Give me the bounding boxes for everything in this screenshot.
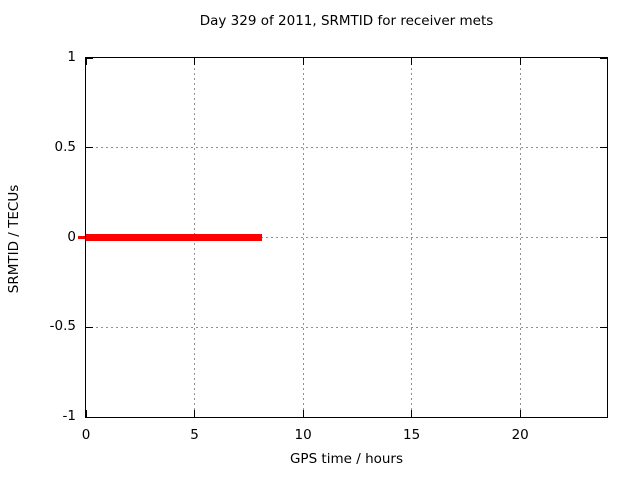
y-tick-right <box>600 57 607 59</box>
gridline-horizontal <box>86 147 607 149</box>
y-tick-label: -0.5 <box>49 318 76 335</box>
series-start-cap <box>78 236 85 239</box>
x-tick-top <box>519 58 521 65</box>
x-tick-bottom <box>85 410 87 417</box>
gridline-horizontal <box>86 237 607 238</box>
y-tick-label: 0 <box>67 228 76 245</box>
x-tick-top <box>85 58 87 65</box>
x-tick-bottom <box>411 410 413 417</box>
y-tick-right <box>600 237 607 238</box>
chart-title: Day 329 of 2011, SRMTID for receiver met… <box>199 13 494 29</box>
x-tick-label: 15 <box>403 427 421 443</box>
y-tick-left <box>86 147 93 149</box>
y-tick-left <box>86 416 93 418</box>
x-tick-label: 5 <box>190 427 199 443</box>
x-tick-label: 20 <box>511 427 529 443</box>
x-tick-label: 10 <box>294 427 312 443</box>
y-tick-left <box>86 326 93 328</box>
x-tick-bottom <box>519 410 521 417</box>
y-tick-right <box>600 147 607 149</box>
x-tick-label: 0 <box>81 427 91 443</box>
x-tick-top <box>411 58 413 65</box>
y-tick-label: 1 <box>67 49 76 65</box>
y-tick-right <box>600 326 607 328</box>
plot-area: 0 5 10 15 20 -1 -0.5 0 0.5 1 <box>50 49 608 443</box>
y-tick-label: -1 <box>62 408 76 424</box>
x-tick-top <box>194 58 196 65</box>
y-tick-right <box>600 416 607 418</box>
series-line-srmtid <box>86 234 262 241</box>
gridline-horizontal <box>86 326 607 328</box>
y-tick-left <box>86 57 93 59</box>
x-tick-top <box>302 58 304 65</box>
x-tick-bottom <box>302 410 304 417</box>
y-tick-label: 0.5 <box>54 138 76 155</box>
x-tick-bottom <box>194 410 196 417</box>
x-axis-label: GPS time / hours <box>289 451 404 467</box>
